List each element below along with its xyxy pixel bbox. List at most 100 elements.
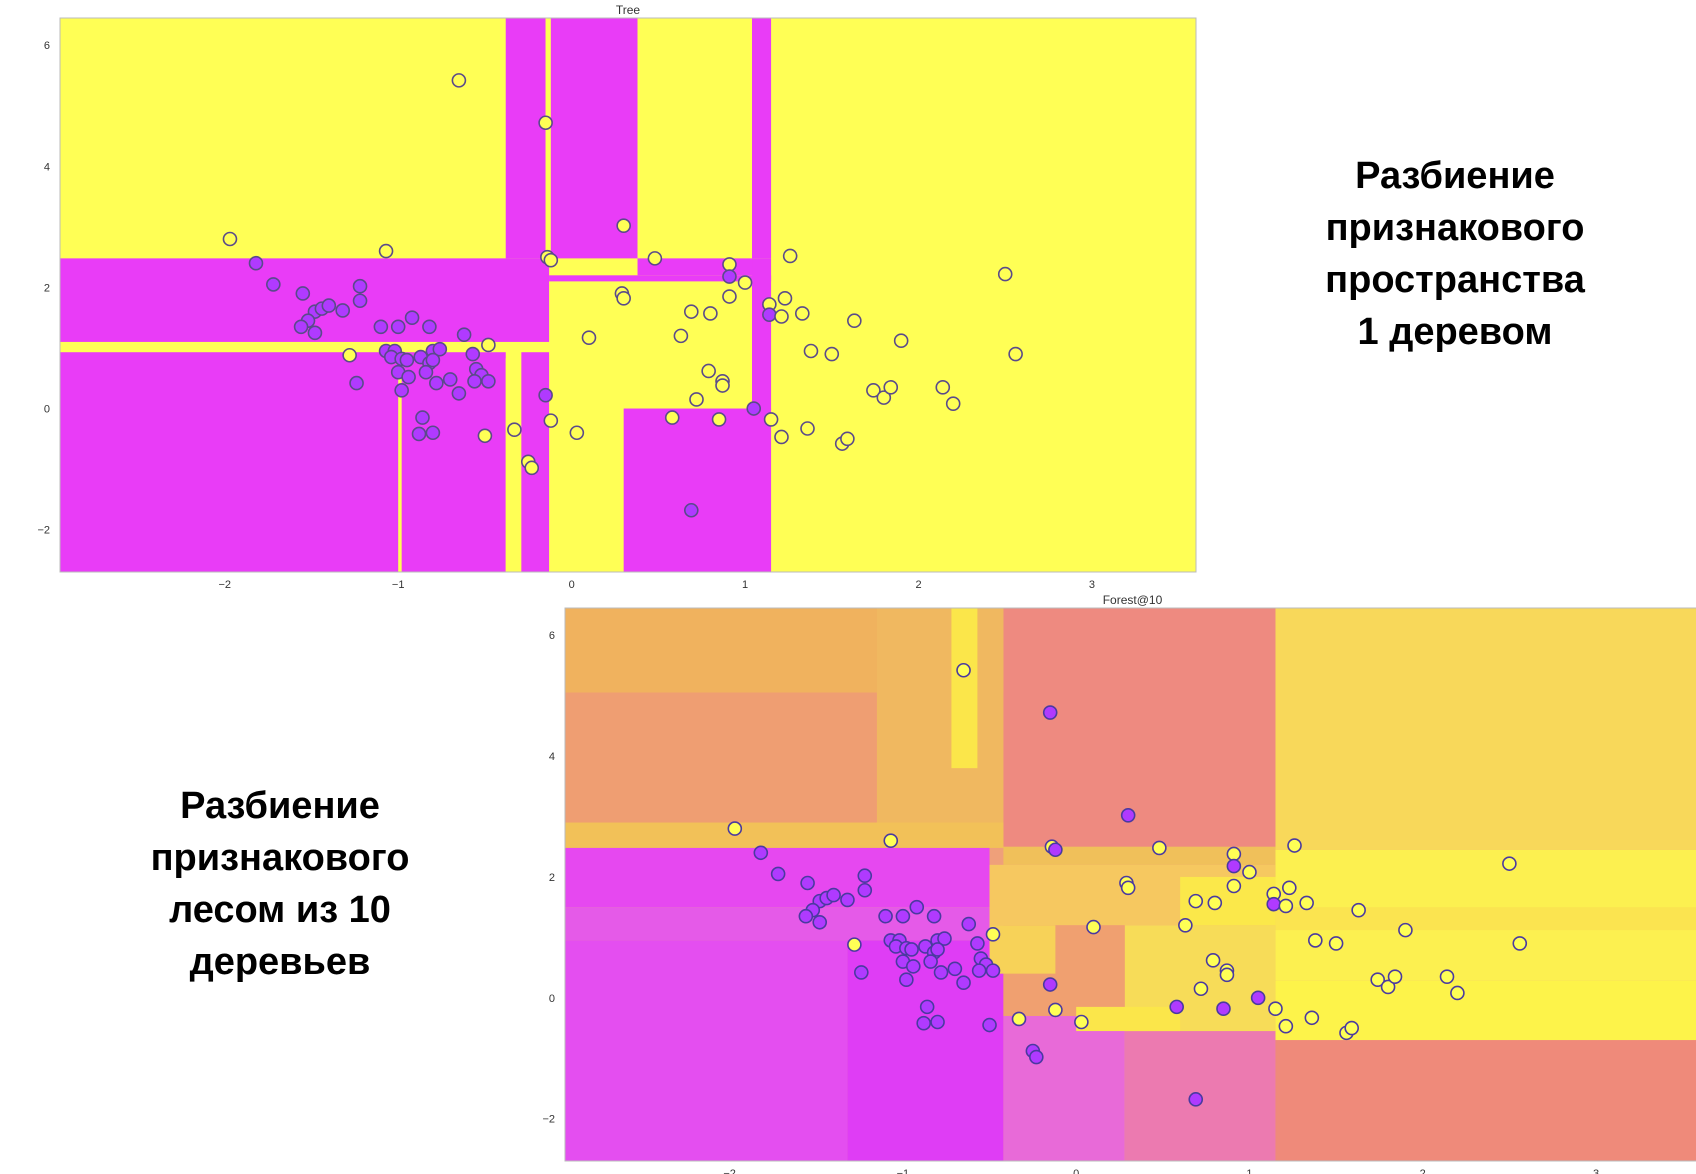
data-point: [1086, 919, 1101, 935]
data-point: [800, 875, 815, 891]
data-point: [857, 868, 873, 884]
data-point: [524, 460, 540, 476]
decision-region: [505, 358, 522, 572]
data-point: [1011, 1011, 1027, 1027]
data-point: [349, 375, 364, 391]
data-point: [774, 429, 789, 445]
forest-caption-line: лесом из 10: [169, 889, 391, 931]
data-point: [923, 954, 938, 969]
decision-region: [1275, 980, 1696, 1041]
decision-region: [752, 18, 772, 259]
y-tick-label: 4: [44, 161, 50, 173]
data-point: [295, 286, 311, 301]
data-point: [1029, 1049, 1044, 1065]
data-point: [774, 309, 789, 324]
data-point: [985, 927, 1001, 942]
y-tick-label: 0: [549, 993, 555, 1005]
data-point: [404, 310, 420, 326]
forest-caption-line: признакового: [150, 837, 410, 879]
data-point: [293, 319, 309, 335]
plot-area: [60, 18, 1196, 572]
data-point: [1450, 985, 1465, 1001]
decision-region: [623, 408, 772, 572]
x-tick-label: 1: [1246, 1168, 1252, 1174]
data-point: [893, 333, 909, 349]
data-point: [1178, 917, 1193, 933]
tree-caption-line: 1 деревом: [1357, 311, 1553, 353]
data-point: [1205, 953, 1221, 968]
data-point: [935, 380, 951, 395]
data-point: [418, 364, 434, 380]
data-point: [1439, 969, 1455, 984]
data-point: [1042, 705, 1058, 720]
data-point: [1278, 898, 1294, 914]
decision-region: [1275, 1040, 1696, 1161]
data-point: [926, 908, 942, 924]
data-point: [866, 383, 881, 398]
data-point: [1242, 864, 1257, 880]
data-point: [1042, 977, 1058, 992]
decision-region: [60, 352, 399, 572]
y-tick-label: −2: [542, 1114, 555, 1126]
data-point: [451, 73, 467, 88]
data-point: [266, 277, 281, 292]
data-point: [481, 373, 496, 389]
data-point: [956, 975, 971, 991]
data-point: [373, 319, 389, 335]
data-point: [543, 413, 559, 428]
data-point: [352, 293, 368, 309]
data-point: [824, 346, 840, 362]
data-point: [722, 257, 737, 272]
data-point: [753, 845, 769, 861]
data-point: [543, 252, 559, 268]
decision-region: [1076, 1006, 1181, 1032]
data-point: [538, 387, 553, 403]
y-tick-label: 4: [549, 751, 555, 763]
data-point: [826, 887, 841, 903]
data-point: [451, 386, 467, 401]
data-point: [1380, 979, 1396, 995]
data-point: [442, 372, 458, 387]
x-tick-label: −2: [218, 579, 231, 591]
data-point: [467, 373, 482, 389]
data-point: [222, 231, 238, 247]
decision-region: [752, 258, 772, 410]
decision-region: [565, 940, 848, 1161]
decision-region: [549, 275, 772, 282]
data-point: [1282, 880, 1297, 896]
data-point: [904, 942, 919, 957]
data-point: [1398, 922, 1413, 938]
decision-region: [1275, 907, 1696, 931]
forest-caption: Разбиение признакового лесом из 10 дерев…: [90, 780, 470, 988]
decision-region: [1003, 608, 1276, 847]
data-point: [1287, 838, 1302, 853]
plot-title: Forest@10: [1103, 593, 1163, 607]
data-point: [1226, 878, 1242, 894]
data-point: [429, 375, 444, 391]
data-point: [905, 959, 921, 974]
data-point: [956, 662, 971, 678]
data-point: [684, 304, 699, 319]
plot-frame: [59, 17, 1197, 573]
x-tick-label: 0: [569, 579, 575, 591]
data-point: [1226, 846, 1242, 862]
data-point: [342, 347, 357, 363]
data-point: [971, 963, 987, 978]
data-point: [1074, 1014, 1089, 1030]
y-tick-label: 2: [549, 872, 555, 884]
x-tick-label: 1: [742, 579, 748, 591]
data-point: [684, 502, 699, 518]
data-point: [248, 255, 264, 271]
data-point: [933, 965, 949, 980]
data-point: [800, 421, 815, 436]
data-point: [703, 306, 718, 321]
data-point: [432, 341, 448, 357]
data-point: [1351, 902, 1366, 918]
data-point: [390, 319, 406, 335]
decision-region: [951, 608, 978, 769]
data-point: [711, 412, 727, 427]
data-point: [812, 914, 828, 930]
data-point: [481, 337, 496, 353]
data-point: [399, 352, 415, 368]
data-point: [1216, 1001, 1231, 1016]
